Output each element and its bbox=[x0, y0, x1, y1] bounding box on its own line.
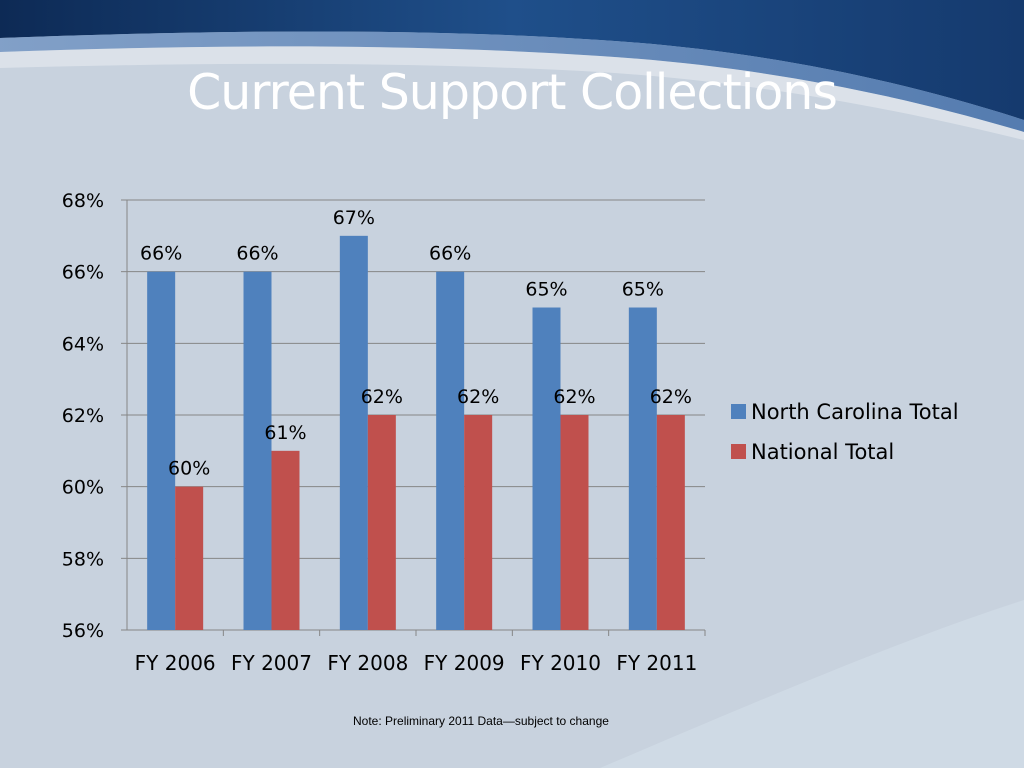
x-tick-label: FY 2009 bbox=[424, 651, 505, 675]
y-tick-label: 60% bbox=[62, 477, 104, 499]
x-tick-label: FY 2006 bbox=[135, 651, 216, 675]
x-tick-label: FY 2010 bbox=[520, 651, 601, 675]
bar bbox=[532, 307, 561, 630]
data-label: 65% bbox=[622, 279, 664, 301]
legend-swatch bbox=[731, 444, 746, 459]
y-tick-label: 66% bbox=[62, 262, 104, 284]
x-tick-label: FY 2011 bbox=[616, 651, 697, 675]
bar bbox=[628, 307, 657, 630]
footnote: Note: Preliminary 2011 Data—subject to c… bbox=[353, 714, 609, 728]
y-tick-label: 56% bbox=[62, 620, 104, 642]
bar bbox=[367, 415, 396, 630]
y-tick-label: 64% bbox=[62, 333, 104, 355]
bar bbox=[175, 486, 204, 630]
y-tick-label: 62% bbox=[62, 405, 104, 427]
bar bbox=[243, 271, 272, 630]
data-label: 62% bbox=[361, 386, 403, 408]
legend-entry: National Total bbox=[751, 440, 894, 464]
bar bbox=[147, 271, 176, 630]
data-label: 62% bbox=[457, 386, 499, 408]
bar bbox=[656, 415, 685, 630]
y-tick-label: 68% bbox=[62, 190, 104, 212]
data-label: 61% bbox=[264, 422, 306, 444]
y-tick-label: 58% bbox=[62, 548, 104, 570]
bar bbox=[271, 450, 300, 630]
x-tick-label: FY 2008 bbox=[327, 651, 408, 675]
data-label: 67% bbox=[333, 207, 375, 229]
data-label: 65% bbox=[525, 279, 567, 301]
data-label: 66% bbox=[236, 243, 278, 265]
x-tick-label: FY 2007 bbox=[231, 651, 312, 675]
slide-title: Current Support Collections bbox=[187, 64, 838, 121]
bar bbox=[339, 235, 368, 631]
data-label: 62% bbox=[553, 386, 595, 408]
data-label: 66% bbox=[140, 243, 182, 265]
data-label: 60% bbox=[168, 458, 210, 480]
legend-swatch bbox=[731, 404, 746, 419]
bar bbox=[436, 271, 465, 630]
data-label: 62% bbox=[650, 386, 692, 408]
bar bbox=[560, 415, 589, 630]
legend-entry: North Carolina Total bbox=[751, 400, 959, 424]
data-label: 66% bbox=[429, 243, 471, 265]
bar bbox=[464, 415, 493, 630]
